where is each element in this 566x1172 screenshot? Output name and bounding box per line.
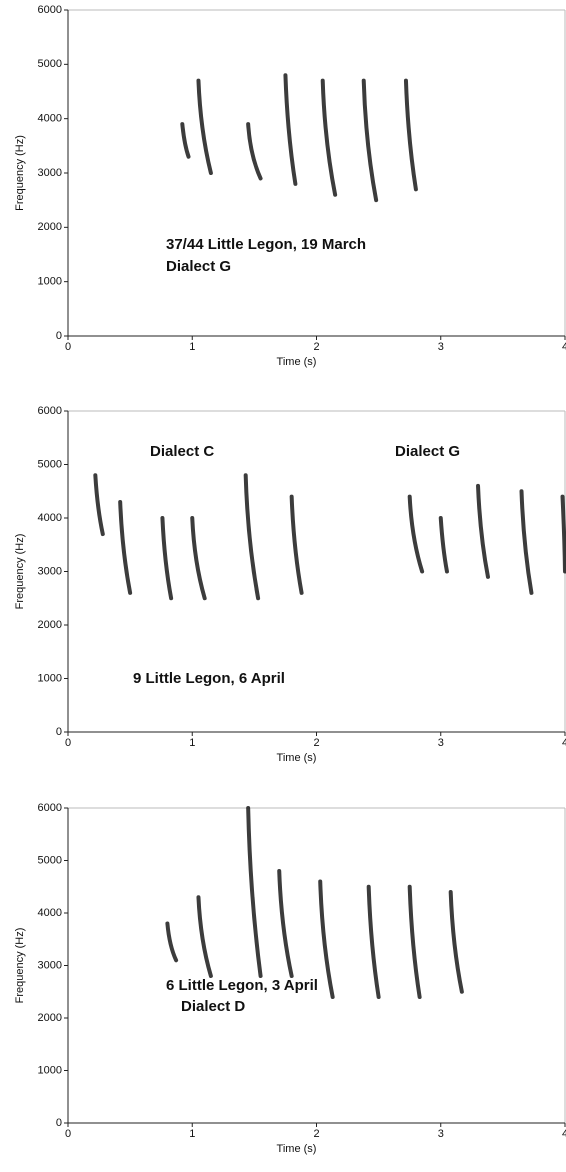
annotation: 6 Little Legon, 3 April xyxy=(166,977,318,994)
y-tick-label: 3000 xyxy=(38,565,62,577)
syllable xyxy=(246,806,263,978)
y-tick-label: 4000 xyxy=(38,113,62,125)
syllable xyxy=(93,473,105,537)
syllable xyxy=(165,921,179,963)
syllable xyxy=(196,895,213,978)
y-tick-label: 4000 xyxy=(38,907,62,919)
syllable xyxy=(438,516,449,574)
y-tick-label: 0 xyxy=(56,1117,62,1129)
x-axis-label: Time (s) xyxy=(277,356,317,368)
syllable xyxy=(476,483,490,579)
y-tick-label: 3000 xyxy=(38,959,62,971)
x-tick-label: 4 xyxy=(562,1128,566,1140)
y-axis-label: Frequency (Hz) xyxy=(14,928,26,1004)
x-tick-label: 4 xyxy=(562,737,566,749)
x-tick-label: 1 xyxy=(189,341,195,353)
x-tick-label: 0 xyxy=(65,341,71,353)
x-tick-label: 2 xyxy=(313,737,319,749)
x-tick-label: 0 xyxy=(65,737,71,749)
x-tick-label: 3 xyxy=(438,341,444,353)
x-tick-label: 2 xyxy=(313,341,319,353)
x-tick-label: 0 xyxy=(65,1128,71,1140)
syllable xyxy=(407,494,425,574)
syllable xyxy=(320,78,338,197)
syllable xyxy=(407,884,422,999)
syllable xyxy=(196,78,213,175)
annotation: 37/44 Little Legon, 19 March xyxy=(166,236,366,253)
syllable xyxy=(318,879,335,999)
syllable xyxy=(366,884,381,999)
y-tick-label: 1000 xyxy=(38,276,62,288)
annotation: 9 Little Legon, 6 April xyxy=(133,670,285,687)
x-axis-label: Time (s) xyxy=(277,752,317,764)
y-tick-label: 0 xyxy=(56,330,62,342)
y-tick-label: 5000 xyxy=(38,58,62,70)
x-tick-label: 1 xyxy=(189,737,195,749)
annotation: Dialect G xyxy=(395,443,460,460)
x-tick-label: 3 xyxy=(438,737,444,749)
syllable xyxy=(118,499,133,595)
y-tick-label: 4000 xyxy=(38,512,62,524)
x-tick-label: 4 xyxy=(562,341,566,353)
syllable xyxy=(361,78,379,203)
x-axis-label: Time (s) xyxy=(277,1143,317,1155)
annotation: Dialect C xyxy=(150,443,214,460)
annotation: Dialect D xyxy=(181,998,245,1015)
syllable xyxy=(289,494,304,595)
syllable xyxy=(448,890,464,994)
y-tick-label: 6000 xyxy=(38,802,62,814)
syllable xyxy=(277,869,294,978)
syllable xyxy=(519,489,534,595)
y-tick-label: 2000 xyxy=(38,619,62,631)
y-tick-label: 3000 xyxy=(38,167,62,179)
y-tick-label: 6000 xyxy=(38,4,62,16)
y-tick-label: 5000 xyxy=(38,458,62,470)
annotation: Dialect G xyxy=(166,258,231,275)
y-tick-label: 1000 xyxy=(38,672,62,684)
y-axis-label: Frequency (Hz) xyxy=(14,135,26,211)
syllable xyxy=(246,122,263,181)
syllable xyxy=(403,78,418,192)
y-tick-label: 5000 xyxy=(38,854,62,866)
syllable xyxy=(560,494,566,574)
y-tick-label: 0 xyxy=(56,726,62,738)
y-tick-label: 2000 xyxy=(38,1012,62,1024)
y-tick-label: 6000 xyxy=(38,405,62,417)
syllable xyxy=(283,73,298,186)
y-axis-label: Frequency (Hz) xyxy=(14,534,26,610)
y-tick-label: 1000 xyxy=(38,1064,62,1076)
syllable xyxy=(243,473,261,601)
x-tick-label: 2 xyxy=(313,1128,319,1140)
syllable xyxy=(190,516,207,601)
x-tick-label: 3 xyxy=(438,1128,444,1140)
y-tick-label: 2000 xyxy=(38,221,62,233)
syllable xyxy=(160,516,174,601)
x-tick-label: 1 xyxy=(189,1128,195,1140)
syllable xyxy=(180,122,191,159)
